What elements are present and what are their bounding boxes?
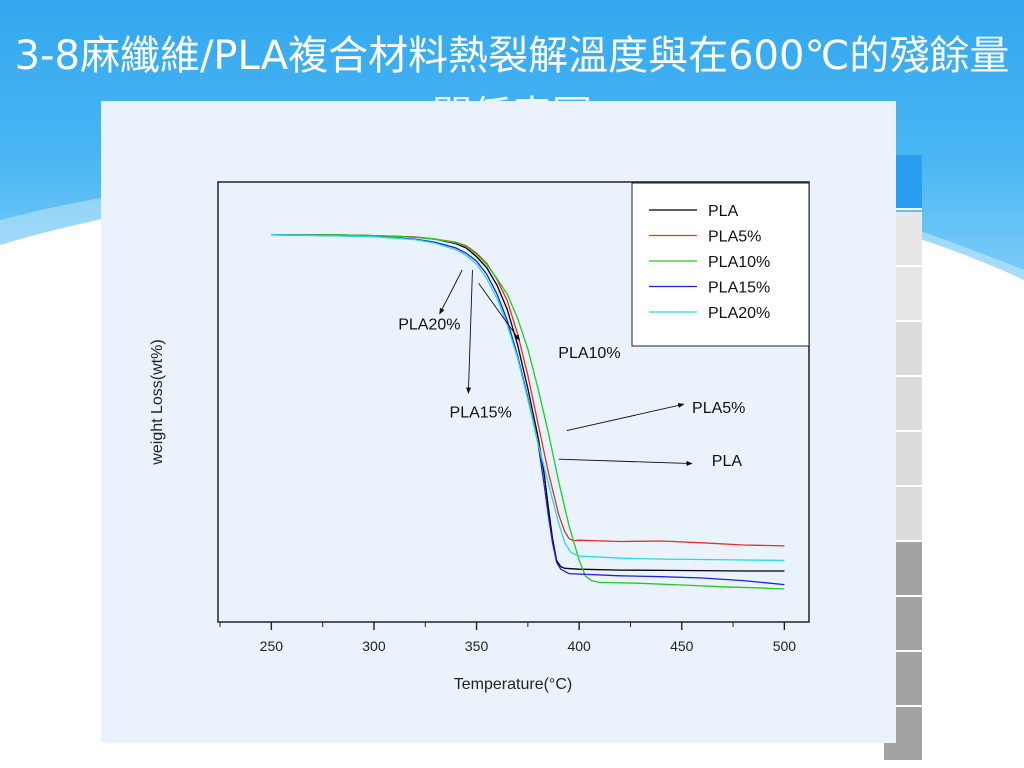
series-line-pla20pct [271,234,785,562]
annotation-arrow-pla5pct [566,402,685,432]
series-lines [271,234,785,590]
annotations: PLA20% PLA15% PLA10% PLA5% PLA [398,269,745,470]
annotation-label-pla: PLA [712,453,743,470]
annotation-arrow-pla20pct [439,269,463,315]
annotation-arrow-pla15pct [466,269,473,394]
legend-label-pla15pct: PLA15% [708,280,770,297]
annotation-arrow-pla10pct [478,282,521,341]
legend-label-pla10pct: PLA10% [708,254,770,271]
x-tick-label: 250 [260,638,284,654]
x-tick-label: 400 [567,638,591,654]
legend: PLA PLA5% PLA10% PLA15% PLA20% [631,182,810,347]
tga-chart: 250 300 350 400 450 500 PLA20%PLA15%PLA10%PLA… [149,181,810,693]
annotation-label-pla15pct: PLA15% [450,404,512,421]
annotation-label-pla10pct: PLA10% [558,345,620,362]
legend-label-pla20pct: PLA20% [708,305,770,322]
x-tick-label: 450 [670,638,694,654]
x-axis: 250 300 350 400 450 500 [219,622,797,654]
legend-label-pla: PLA [708,203,739,220]
x-axis-title: Temperature(°C) [454,676,572,693]
legend-label-pla5pct: PLA5% [708,229,761,246]
x-tick-label: 500 [773,638,797,654]
series-line-pla10pct [271,234,785,590]
annotation-label-pla20pct: PLA20% [398,316,460,333]
annotation-arrow-pla [558,458,693,466]
annotation-label-pla5pct: PLA5% [692,400,745,417]
x-tick-label: 350 [465,638,489,654]
x-tick-label: 300 [362,638,386,654]
chart-panel: 250 300 350 400 450 500 PLA20% PLA15% PLA10% PLA… [101,101,896,743]
y-axis-title: weight Loss(wt%) [149,339,166,465]
